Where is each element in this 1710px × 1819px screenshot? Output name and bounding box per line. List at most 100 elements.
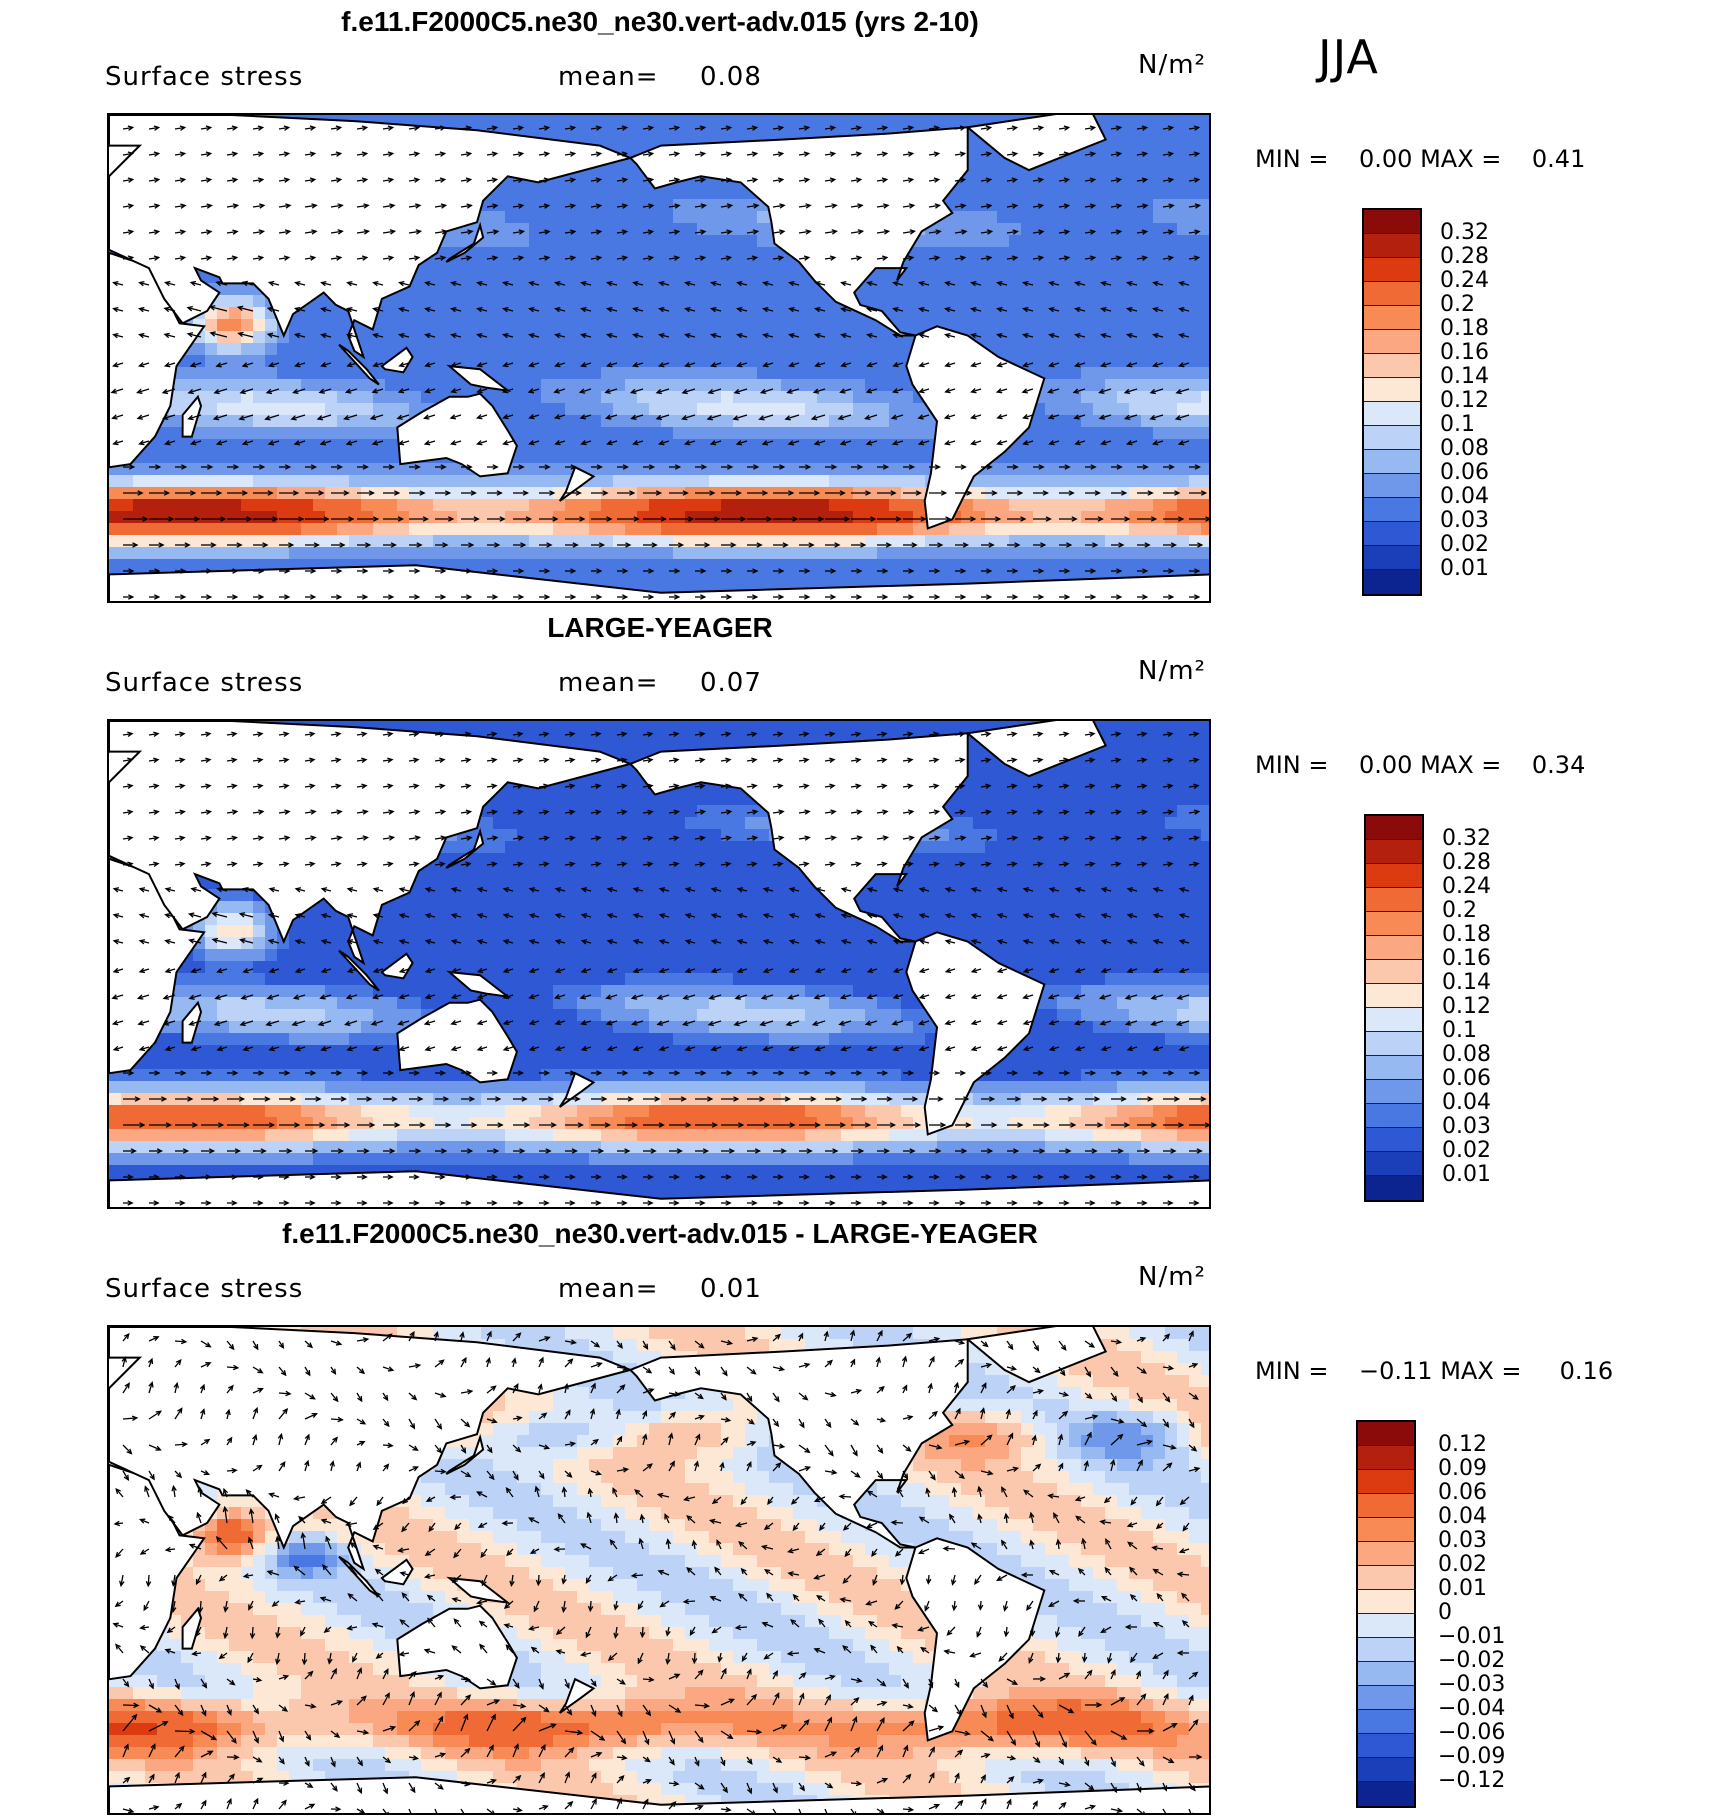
- field-cell: [325, 511, 338, 524]
- coastline: [338, 343, 380, 386]
- vector-arrow: [330, 178, 341, 182]
- vector-arrow: [720, 230, 732, 234]
- field-cell: [721, 187, 734, 200]
- field-cell: [205, 547, 218, 560]
- field-cell: [745, 211, 758, 224]
- field-cell: [313, 499, 326, 512]
- field-cell: [517, 391, 530, 404]
- vector-arrow: [372, 388, 384, 393]
- field-cell: [805, 295, 818, 308]
- field-cell: [373, 523, 386, 536]
- vector-arrowhead: [491, 125, 499, 131]
- vector-arrowhead: [413, 177, 421, 183]
- vector-arrow: [451, 281, 462, 286]
- field-cell: [613, 439, 626, 452]
- vector-arrowhead: [1177, 440, 1185, 446]
- field-cell: [601, 451, 614, 464]
- field-cell: [1177, 295, 1190, 308]
- field-cell: [517, 415, 530, 428]
- field-cell: [625, 283, 638, 296]
- vector-arrowhead: [361, 125, 369, 131]
- field-cell: [853, 511, 866, 524]
- field-cell: [1045, 319, 1058, 332]
- vector-arrowhead: [1090, 464, 1097, 470]
- field-cell: [805, 355, 818, 368]
- field-cell: [769, 523, 782, 536]
- field-cell: [1201, 367, 1209, 380]
- field-cell: [1033, 319, 1046, 332]
- field-cell: [757, 319, 770, 332]
- vector-arrowhead: [908, 203, 916, 209]
- field-cell: [949, 271, 962, 284]
- field-cell: [145, 559, 158, 572]
- field-cell: [817, 391, 830, 404]
- vector-arrowhead: [960, 464, 967, 470]
- vector-arrowhead: [762, 332, 769, 339]
- field-cell: [733, 127, 746, 140]
- field-cell: [1105, 391, 1118, 404]
- field-cell: [241, 295, 254, 308]
- vector-arrow: [971, 362, 982, 367]
- field-cell: [193, 379, 206, 392]
- vector-arrow: [763, 362, 774, 367]
- field-cell: [709, 211, 722, 224]
- field-cell: [865, 367, 878, 380]
- field-cell: [625, 427, 638, 440]
- vector-arrow: [1058, 230, 1069, 234]
- field-cell: [757, 343, 770, 356]
- field-cell: [637, 415, 650, 428]
- field-cell: [1117, 367, 1130, 380]
- field-cell: [673, 235, 686, 248]
- vector-arrow: [682, 414, 696, 420]
- vector-arrow: [165, 362, 176, 367]
- field-cell: [709, 535, 722, 548]
- vector-arrow: [1032, 256, 1043, 260]
- field-cell: [361, 427, 374, 440]
- vector-arrowhead: [839, 440, 847, 446]
- field-cell: [517, 559, 530, 572]
- vector-arrow: [954, 178, 965, 182]
- vector-arrow: [1058, 178, 1069, 182]
- vector-arrowhead: [1074, 332, 1081, 339]
- field-cell: [493, 331, 506, 344]
- vector-arrow: [538, 230, 550, 234]
- field-cell: [1129, 115, 1142, 128]
- vector-arrow: [761, 388, 774, 394]
- vector-arrowhead: [267, 362, 275, 368]
- vector-arrow: [840, 440, 852, 445]
- vector-arrow: [997, 440, 1008, 445]
- field-cell: [805, 391, 818, 404]
- field-cell: [817, 415, 830, 428]
- field-cell: [685, 235, 698, 248]
- vector-arrowhead: [657, 362, 665, 368]
- field-cell: [145, 547, 158, 560]
- vector-arrowhead: [996, 362, 1003, 368]
- field-cell: [853, 439, 866, 452]
- field-cell: [1093, 379, 1106, 392]
- field-cell: [493, 547, 506, 560]
- vector-arrow: [737, 362, 748, 367]
- field-cell: [613, 463, 626, 476]
- field-cell: [505, 367, 518, 380]
- vector-arrowhead: [752, 229, 760, 235]
- field-cell: [529, 535, 542, 548]
- field-cell: [541, 343, 554, 356]
- field-cell: [1177, 127, 1190, 140]
- field-cell: [1141, 523, 1154, 536]
- field-cell: [949, 523, 962, 536]
- vector-arrowhead: [960, 203, 967, 209]
- field-cell: [1153, 211, 1166, 224]
- field-cell: [337, 475, 350, 488]
- vector-arrowhead: [1126, 280, 1133, 287]
- vector-arrowhead: [683, 440, 691, 446]
- field-cell: [241, 427, 254, 440]
- field-cell: [385, 463, 398, 476]
- field-cell: [505, 475, 518, 488]
- field-cell: [757, 511, 770, 524]
- field-cell: [1165, 463, 1178, 476]
- vector-arrowhead: [986, 464, 993, 470]
- vector-arrowhead: [1022, 306, 1029, 313]
- vector-arrowhead: [725, 177, 733, 183]
- field-cell: [577, 451, 590, 464]
- field-cell: [673, 343, 686, 356]
